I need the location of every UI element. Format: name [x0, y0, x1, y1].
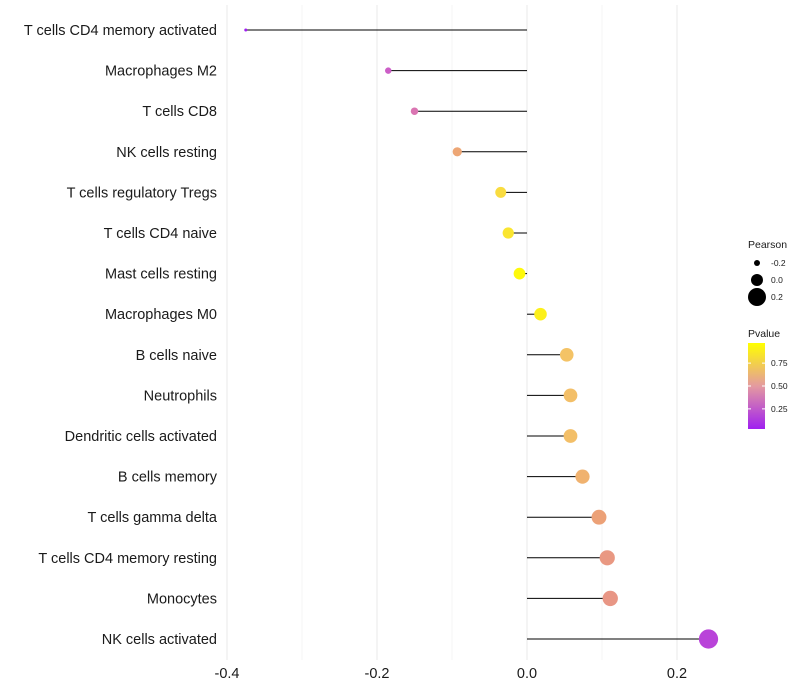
lollipop-points	[244, 28, 719, 649]
x-axis-tick-labels: -0.4 -0.2 0.0 0.2	[215, 666, 688, 682]
category-label: NK cells activated	[102, 632, 217, 648]
size-legend-dot	[751, 274, 763, 286]
category-label: T cells regulatory Tregs	[67, 185, 217, 201]
category-label: Dendritic cells activated	[65, 429, 217, 445]
x-tick-label: -0.2	[365, 666, 390, 682]
color-legend-title: Pvalue	[748, 328, 780, 340]
category-label: T cells CD8	[142, 104, 217, 120]
lollipop-point	[410, 107, 419, 115]
category-label: Monocytes	[147, 591, 217, 607]
lollipop-point	[591, 509, 607, 525]
size-legend-label: -0.2	[771, 258, 786, 268]
lollipop-point	[563, 429, 578, 443]
category-label: Mast cells resting	[105, 267, 217, 283]
lollipop-point	[534, 307, 547, 321]
size-legend-title: Pearson	[748, 239, 787, 251]
grid-lines	[226, 5, 678, 660]
color-legend-label: 0.25	[771, 404, 788, 414]
lollipop-point	[502, 227, 514, 239]
category-label: T cells CD4 memory activated	[24, 23, 217, 39]
color-legend-label: 0.50	[771, 381, 788, 391]
color-legend: Pvalue 0.75 0.50 0.25	[748, 328, 788, 429]
lollipop-point	[495, 186, 507, 198]
x-tick-label: 0.2	[667, 666, 687, 682]
category-label: Macrophages M2	[105, 64, 217, 80]
category-labels: T cells CD4 memory activated Macrophages …	[24, 23, 218, 648]
color-legend-label: 0.75	[771, 358, 788, 368]
category-label: T cells gamma delta	[88, 510, 218, 526]
lollipop-point	[244, 28, 248, 32]
size-legend-label: 0.2	[771, 292, 783, 302]
lollipop-point	[452, 147, 462, 157]
lollipop-point	[698, 629, 719, 649]
category-label: Macrophages M0	[105, 307, 217, 323]
category-label: B cells naive	[136, 348, 217, 364]
lollipop-point	[563, 388, 578, 403]
category-label: T cells CD4 memory resting	[38, 551, 217, 567]
color-legend-bar	[748, 343, 765, 429]
size-legend-dot	[754, 260, 760, 266]
category-label: B cells memory	[118, 470, 218, 486]
size-legend: Pearson -0.2 0.0 0.2	[748, 239, 787, 306]
category-label: T cells CD4 naive	[104, 226, 217, 242]
lollipop-point	[599, 550, 615, 566]
size-legend-label: 0.0	[771, 275, 783, 285]
size-legend-dot	[748, 288, 766, 306]
category-label: Neutrophils	[144, 388, 217, 404]
lollipop-point	[513, 267, 526, 280]
x-tick-label: 0.0	[517, 666, 537, 682]
category-label: NK cells resting	[116, 145, 217, 161]
lollipop-point	[575, 469, 590, 484]
lollipop-point	[385, 67, 392, 74]
lollipop-point	[559, 348, 574, 362]
lollipop-stems	[245, 29, 709, 640]
x-tick-label: -0.4	[215, 666, 240, 682]
lollipop-point	[602, 590, 618, 607]
